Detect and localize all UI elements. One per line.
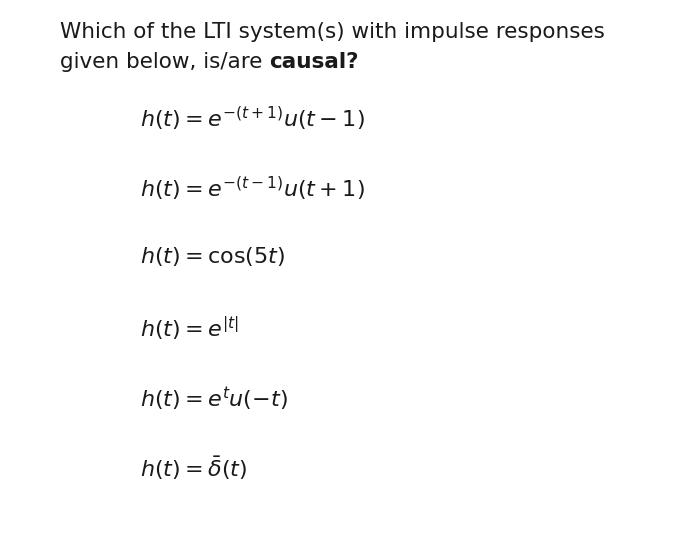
Text: $h(t) = e^{t}u(-t)$: $h(t) = e^{t}u(-t)$ — [140, 385, 288, 413]
Text: $h(t) = e^{-(t+1)}u(t-1)$: $h(t) = e^{-(t+1)}u(t-1)$ — [140, 105, 365, 133]
Text: $h(t) = e^{|t|}$: $h(t) = e^{|t|}$ — [140, 315, 239, 343]
Text: given below, is/are: given below, is/are — [60, 52, 270, 72]
Text: causal?: causal? — [270, 52, 358, 72]
Text: Which of the LTI system(s) with impulse responses: Which of the LTI system(s) with impulse … — [60, 22, 605, 42]
Text: $h(t) = e^{-(t-1)}u(t+1)$: $h(t) = e^{-(t-1)}u(t+1)$ — [140, 175, 365, 203]
Text: $h(t) = \bar{\delta}(t)$: $h(t) = \bar{\delta}(t)$ — [140, 455, 247, 482]
Text: $h(t) = \cos(5t)$: $h(t) = \cos(5t)$ — [140, 245, 285, 268]
